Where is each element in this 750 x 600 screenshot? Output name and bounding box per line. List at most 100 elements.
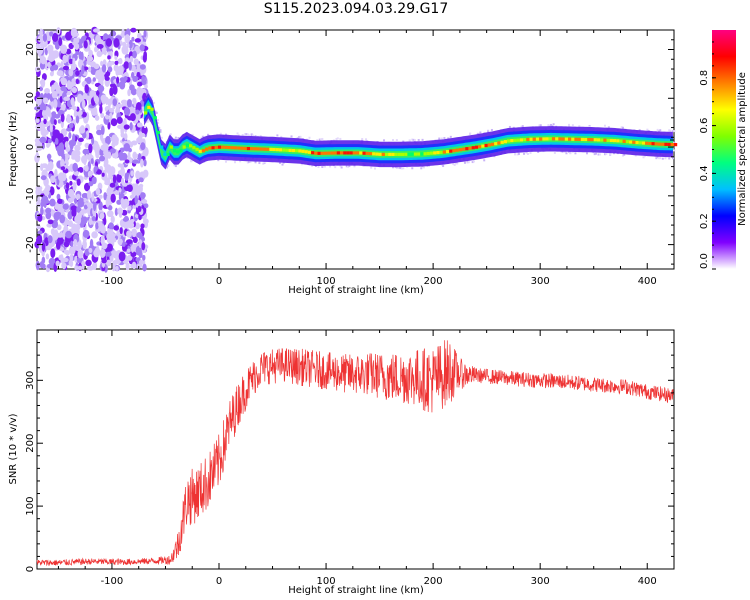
noise-speckle [46,263,53,269]
ridge-core [291,148,295,153]
ridge-halo-speckle [574,152,577,155]
ridge-core [285,148,289,152]
ridge-core [452,149,456,153]
noise-speckle [92,28,100,33]
noise-speckle [114,190,120,196]
noise-speckle [92,201,97,212]
noise-speckle [109,182,116,188]
ridge-halo-speckle [422,166,425,169]
noise-speckle [129,194,135,199]
ridge-halo-speckle [320,138,323,141]
noise-speckle [75,115,80,124]
ridge-halo-speckle [571,124,574,127]
ridge-halo-speckle [239,160,242,163]
x-tick-label: 400 [638,276,657,287]
ridge-core [275,148,279,152]
ridge-halo-speckle [262,162,265,165]
noise-speckle [142,169,149,178]
noise-speckle [56,203,64,213]
noise-speckle [72,162,78,172]
ridge-halo-speckle [661,157,664,160]
noise-speckle [127,205,132,211]
noise-speckle [79,110,83,115]
noise-speckle [96,43,104,49]
ridge-halo-speckle [642,156,645,159]
ridge-halo-speckle [656,128,659,131]
ridge-halo-speckle [402,167,405,170]
ridge-halo-speckle [440,137,443,140]
noise-speckle [38,86,44,92]
noise-speckle [138,250,143,259]
noise-speckle [141,125,148,135]
noise-speckle [50,228,56,236]
noise-speckle [99,212,105,220]
ridge-core [214,145,218,150]
ridge-core [558,137,562,141]
y-tick-label: 10 [25,92,36,105]
snr-plot-frame [36,329,675,570]
ridge-halo-speckle [392,139,395,142]
noise-speckle [81,208,87,214]
noise-speckle [62,65,70,71]
ridge-core [388,152,392,156]
noise-speckle [72,57,76,67]
noise-speckle [36,224,41,230]
noise-speckle [139,192,146,199]
ridge-halo-speckle [421,138,424,141]
spectrogram-y-axis-label: Frequency (Hz) [8,111,19,187]
noise-speckle [73,37,80,44]
noise-speckle [88,247,93,254]
ridge-core [519,138,524,142]
ridge-halo-speckle [452,162,455,165]
ridge-core [185,143,190,147]
noise-speckle [93,46,98,53]
noise-speckle [56,70,64,77]
ridge-core [368,152,373,156]
noise-speckle [98,155,106,162]
noise-speckle [100,112,105,118]
noise-speckle [124,132,128,141]
ridge-halo-speckle [668,129,671,132]
noise-speckle [119,227,123,235]
noise-speckle [138,259,146,265]
ridge-halo-speckle [158,129,161,132]
noise-speckle [40,43,44,54]
ridge-core [545,137,549,141]
ridge-core [282,148,286,152]
spectrogram-ridge [144,92,678,170]
ridge-core [375,152,379,156]
ridge-core [208,146,212,150]
x-tick-label: 200 [424,576,443,587]
ridge-halo-speckle [603,124,606,127]
noise-speckle [96,39,104,45]
ridge-core [667,142,671,147]
noise-speckle [68,58,74,65]
noise-speckle [107,169,112,175]
noise-speckle [59,172,67,182]
noise-speckle [63,136,69,143]
noise-speckle [73,238,78,247]
ridge-core [641,141,646,145]
noise-speckle [93,63,100,70]
ridge-halo-speckle [621,126,624,129]
ridge-halo-speckle [569,152,572,155]
noise-speckle [75,245,80,252]
ridge-halo-speckle [529,151,532,154]
ridge-halo-speckle [345,165,348,168]
noise-speckle [106,187,112,197]
noise-speckle [122,241,126,247]
noise-speckle [96,129,103,136]
ridge-core [224,145,228,149]
ridge-halo-speckle [585,152,588,155]
ridge-core [262,147,267,151]
noise-speckle [141,199,148,204]
x-tick-label: 400 [638,576,657,587]
colorbar-gradient [712,30,736,269]
ridge-core [494,142,498,146]
ridge-core [436,151,440,155]
ridge-core [455,148,459,152]
noise-speckle [40,201,45,208]
noise-speckle [104,76,110,81]
ridge-core [661,142,665,146]
ridge-core [407,152,411,156]
